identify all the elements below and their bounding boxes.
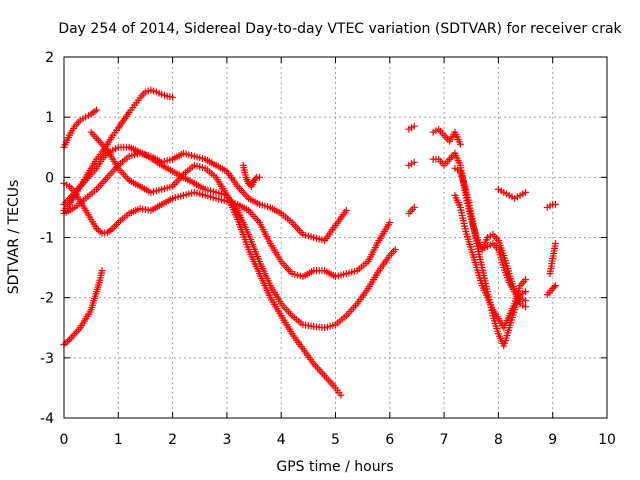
- plot-frame: [63, 56, 608, 419]
- y-tick-label: -3: [40, 351, 54, 367]
- x-tick-label: 4: [277, 432, 286, 448]
- data-point: [551, 200, 559, 208]
- data-point: [64, 337, 72, 345]
- x-tick-label: 1: [114, 432, 123, 448]
- y-axis-label: SDTVAR / TECUs: [6, 180, 22, 295]
- x-tick-label: 10: [598, 432, 616, 448]
- y-tick-label: -1: [40, 231, 54, 247]
- data-point: [386, 218, 394, 226]
- y-tick-label: 2: [45, 50, 54, 66]
- data-point: [410, 203, 418, 211]
- data-point: [93, 106, 101, 114]
- data-point: [410, 122, 418, 130]
- data-point: [96, 228, 104, 236]
- data-point: [391, 246, 399, 254]
- data-point: [337, 391, 345, 399]
- data-point: [94, 226, 102, 234]
- chart-title: Day 254 of 2014, Sidereal Day-to-day VTE…: [58, 21, 622, 37]
- data-point: [98, 267, 106, 275]
- data-points: [60, 86, 559, 399]
- x-axis-label: GPS time / hours: [276, 459, 393, 475]
- data-point: [255, 173, 263, 181]
- data-point: [522, 276, 530, 284]
- x-tick-label: 3: [222, 432, 231, 448]
- axis-ticks: 0 1 2 3 4 5 6 7 8 9 10 -4 -3 -2 -1 0 1 2: [40, 50, 616, 448]
- data-point: [551, 282, 559, 290]
- x-tick-label: 8: [494, 432, 503, 448]
- data-point: [251, 175, 259, 183]
- y-tick-label: 1: [45, 110, 54, 126]
- x-tick-label: 2: [168, 432, 177, 448]
- x-tick-label: 6: [385, 432, 394, 448]
- data-point: [550, 283, 558, 291]
- data-point: [522, 303, 530, 311]
- x-tick-label: 7: [440, 432, 449, 448]
- data-point: [169, 93, 177, 101]
- y-tick-label: 0: [45, 170, 54, 186]
- data-point: [62, 339, 70, 347]
- data-point: [522, 288, 530, 296]
- data-point: [522, 188, 530, 196]
- x-tick-label: 5: [331, 432, 340, 448]
- data-point: [342, 206, 350, 214]
- x-tick-label: 9: [548, 432, 557, 448]
- data-point: [456, 140, 464, 148]
- data-point: [410, 158, 418, 166]
- grid: [64, 57, 607, 418]
- y-tick-label: -2: [40, 291, 54, 307]
- data-point: [522, 297, 530, 305]
- x-tick-label: 0: [60, 432, 69, 448]
- y-tick-label: -4: [40, 411, 54, 427]
- data-point: [551, 240, 559, 248]
